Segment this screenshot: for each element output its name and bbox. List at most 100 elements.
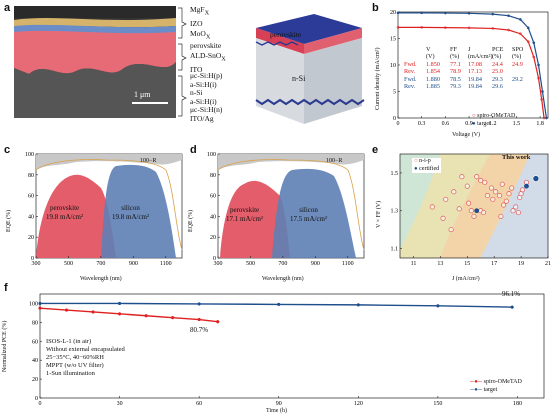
- f-notes: ISOS-L-1 (in air) Without external encap…: [46, 338, 125, 377]
- jv-cell-pce: 29.3: [492, 75, 503, 83]
- e-ytick-label: 1.5: [391, 171, 399, 177]
- e-point-certified: [474, 208, 480, 214]
- b-point: [396, 26, 400, 29]
- e-point-nip: [480, 210, 486, 216]
- d-ytick-label: 20: [210, 235, 216, 241]
- e-point-nip: [515, 210, 521, 216]
- e-point-nip: [497, 193, 503, 199]
- jv-cell-jsc: 17.13: [468, 68, 482, 76]
- e-point-nip: [474, 174, 480, 180]
- b-point: [507, 28, 510, 32]
- f-ytick-label: 60: [32, 339, 38, 345]
- d-xtick-label: 1100: [342, 261, 354, 267]
- b-ylabel: Current density (mA/cm²): [375, 47, 381, 110]
- jv-cell-label: Rev.: [404, 68, 416, 76]
- jv-cell-voc: 1.880: [426, 75, 440, 83]
- b-series-spiro-OMeTAD: [398, 26, 545, 119]
- b-point: [526, 40, 530, 44]
- f-end-red: 80.7%: [190, 326, 209, 334]
- f-ylabel: Normalized PCE (%): [2, 320, 8, 372]
- jv-cell-voc: 1.854: [426, 68, 440, 76]
- e-point-nip: [451, 189, 457, 195]
- brace-lines: [178, 7, 187, 117]
- c-xtick-label: 300: [32, 261, 41, 267]
- c-xtick-label: 700: [96, 261, 105, 267]
- jv-cell-jsc: 17.08: [468, 60, 482, 68]
- e-xtick-label: 13: [437, 261, 443, 267]
- e-point-nip: [429, 204, 435, 210]
- f-point: [197, 302, 201, 306]
- jv-table-row: Rev. 1.885 79.3 19.84 29.6: [404, 83, 530, 90]
- e-point-this-work: [532, 175, 540, 182]
- jv-table-row: Fwd. 1.850 77.1 17.08 24.4 24.9: [404, 61, 530, 68]
- e-point-nip: [518, 191, 524, 197]
- e-point-nip: [513, 204, 519, 210]
- layer-sno: ALD-SnO: [190, 51, 222, 60]
- f-point: [144, 314, 148, 318]
- e-point-nip: [464, 183, 470, 189]
- sem-cross-section: [14, 6, 176, 118]
- f-ytick-label: 20: [32, 377, 38, 383]
- e-xlabel: J (mA/cm²): [452, 276, 480, 282]
- jv-table-row: Rev. 1.854 78.9 17.13 25.0: [404, 68, 530, 75]
- b-xtick-label: 0.9: [465, 121, 473, 127]
- b-point: [467, 11, 471, 15]
- b-point: [444, 11, 447, 15]
- d-ytick-label: 80: [210, 173, 216, 179]
- device-perovskite-label: perovskite: [270, 30, 302, 39]
- c-ytick-label: 80: [28, 173, 34, 179]
- jv-cell-pce: 24.4: [492, 60, 503, 68]
- e-xtick-label: 15: [464, 261, 470, 267]
- d-xlabel: Wavelength (nm): [262, 276, 304, 282]
- jv-cell-spo: 29.2: [512, 75, 523, 83]
- f-ytick-label: 0: [35, 396, 38, 402]
- layer-mgf: MgF: [190, 5, 205, 14]
- b-point: [467, 26, 471, 30]
- jv-table-header: V FF J PCE SPO: [426, 46, 524, 53]
- c-ytick-label: 60: [28, 194, 34, 200]
- jv-chart: 0 0.3 0.6 0.9 1.2 1.5 1.8 0 5 10 15 20: [390, 10, 549, 127]
- f-point: [38, 306, 42, 310]
- d-xtick-label: 500: [246, 261, 255, 267]
- b-ytick-label: 20: [390, 10, 396, 16]
- d-ylabel: EQE (%): [188, 209, 194, 232]
- jv-cell-voc: 1.850: [426, 60, 440, 68]
- jv-table-units: (V) (%) (mA/cm²) (%) (%): [426, 53, 522, 61]
- f-point: [436, 304, 440, 308]
- e-point-nip: [501, 202, 507, 208]
- b-xlabel: Voltage (V): [452, 132, 481, 138]
- layer-a-si-i-1: a-Si:H(i): [190, 79, 217, 89]
- b-ytick-label: 0: [393, 116, 396, 122]
- panel-label-b: b: [372, 2, 379, 14]
- layer-moo: MoO: [190, 28, 206, 38]
- layer-ito-ag: ITO/Ag: [190, 113, 214, 123]
- f-end-blue: 96.1%: [502, 290, 521, 298]
- e-point-nip: [448, 227, 454, 233]
- f-point: [91, 310, 95, 314]
- scale-bar-label: 1 μm: [134, 90, 151, 99]
- d-ytick-label: 0: [213, 256, 216, 262]
- d-100r: 100−R: [326, 158, 343, 164]
- e-point-nip: [468, 208, 474, 214]
- f-xtick-label: 30: [117, 401, 123, 407]
- d-xtick-label: 700: [278, 261, 287, 267]
- jv-cell-spo: [512, 68, 530, 75]
- f-xtick-label: 120: [354, 401, 363, 407]
- f-point: [216, 320, 220, 324]
- e-point-nip: [490, 196, 496, 202]
- c-xtick-label: 1100: [160, 261, 172, 267]
- jv-cell-spo: 24.9: [512, 60, 523, 68]
- layer-ito: ITO: [190, 64, 203, 74]
- b-point: [545, 116, 548, 120]
- c-ytick-label: 0: [31, 256, 34, 262]
- e-ylabel: V × FF (V): [376, 200, 382, 228]
- e-xtick-label: 21: [545, 261, 551, 267]
- d-ytick-label: 100: [207, 152, 216, 158]
- jv-table-row: Fwd. 1.880 78.5 19.84 29.3 29.2: [404, 76, 530, 83]
- f-xtick-label: 60: [196, 401, 202, 407]
- e-point-nip: [503, 198, 509, 204]
- d-xtick-label: 300: [214, 261, 223, 267]
- jv-cell-jsc: 19.84: [468, 75, 482, 83]
- c-perovskite-label: perovskite 19.8 mA/cm²: [46, 204, 84, 221]
- jv-cell-ff: 78.9: [450, 68, 461, 76]
